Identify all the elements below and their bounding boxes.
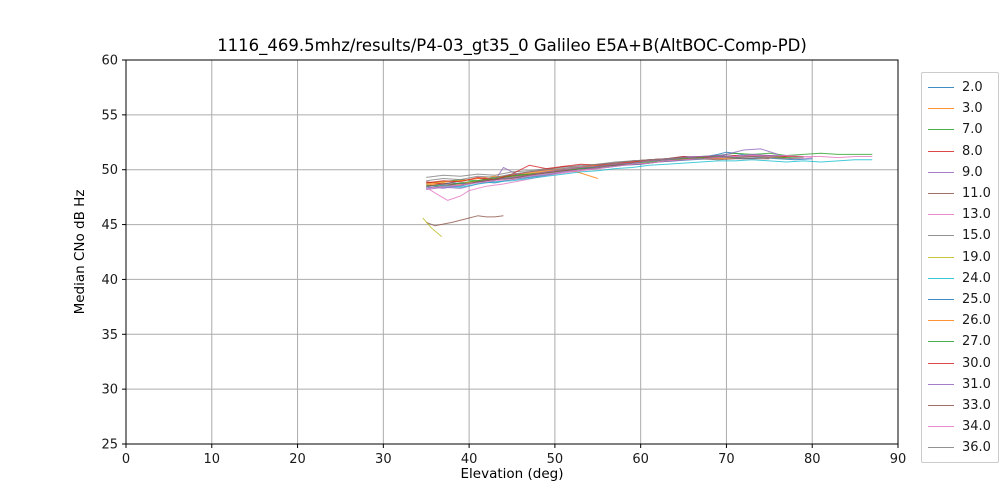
legend-line-swatch [928,298,954,300]
x-tick-label: 40 [461,452,478,467]
legend-line-swatch [928,129,954,131]
legend-line-swatch [928,87,954,89]
legend-label: 27.0 [962,334,991,350]
legend-item-9.0: 9.0 [928,162,994,183]
y-tick-label: 25 [101,438,118,453]
series-line-24.0 [426,159,873,188]
legend-label: 9.0 [962,164,983,180]
legend-item-7.0: 7.0 [928,119,994,140]
chart-title: 1116_469.5mhz/results/P4-03_gt35_0 Galil… [217,36,807,55]
legend-item-34.0: 34.0 [928,416,994,437]
legend-label: 24.0 [962,270,991,286]
x-tick-label: 50 [547,452,564,467]
legend-label: 19.0 [962,249,991,265]
legend-item-24.0: 24.0 [928,268,994,289]
y-tick-label: 50 [101,163,118,178]
series-line-34.0 [426,155,873,189]
legend-item-3.0: 3.0 [928,98,994,119]
series-line-19.0 [422,217,443,237]
y-tick-label: 45 [101,218,118,233]
legend-label: 8.0 [962,143,983,159]
legend-line-swatch [928,320,954,322]
legend-line-swatch [928,193,954,195]
legend-item-26.0: 26.0 [928,310,994,331]
legend-line-swatch [928,256,954,258]
legend-label: 2.0 [962,80,983,96]
legend-item-2.0: 2.0 [928,77,994,98]
legend-label: 33.0 [962,397,991,413]
legend-item-11.0: 11.0 [928,183,994,204]
legend-line-swatch [928,171,954,173]
legend-item-8.0: 8.0 [928,141,994,162]
legend-line-swatch [928,404,954,406]
legend-label: 31.0 [962,376,991,392]
legend-label: 34.0 [962,419,991,435]
legend-item-25.0: 25.0 [928,289,994,310]
x-tick-label: 30 [375,452,392,467]
legend-line-swatch [928,235,954,237]
legend-item-31.0: 31.0 [928,374,994,395]
y-tick-label: 55 [101,108,118,123]
series-line-36.0 [426,156,804,182]
legend-item-33.0: 33.0 [928,395,994,416]
y-axis-label: Median CNo dB Hz [72,189,88,315]
axes-spine [125,59,899,445]
x-tick-label: 20 [289,452,306,467]
y-tick-label: 30 [101,383,118,398]
legend: 2.0 3.0 7.0 8.0 9.0 11.0 13.0 15.0 19.0 24.0 25.0 2… [921,72,999,464]
legend-label: 25.0 [962,291,991,307]
legend-label: 13.0 [962,207,991,223]
x-axis-label: Elevation (deg) [460,466,564,482]
x-tick-label: 0 [122,452,130,467]
legend-line-swatch [928,426,954,428]
y-tick-label: 35 [101,328,118,343]
legend-item-15.0: 15.0 [928,225,994,246]
legend-line-swatch [928,150,954,152]
legend-label: 3.0 [962,101,983,117]
legend-label: 11.0 [962,186,991,202]
legend-item-27.0: 27.0 [928,331,994,352]
legend-label: 30.0 [962,355,991,371]
y-tick-label: 40 [101,273,118,288]
series-line-33.0 [426,158,770,187]
legend-item-30.0: 30.0 [928,352,994,373]
legend-line-swatch [928,108,954,110]
legend-label: 15.0 [962,228,991,244]
x-tick-label: 70 [718,452,735,467]
legend-item-36.0: 36.0 [928,437,994,458]
series-line-26.0 [426,156,787,185]
legend-label: 7.0 [962,122,983,138]
x-tick-label: 60 [632,452,649,467]
legend-line-swatch [928,214,954,216]
series-line-11.0 [426,215,504,227]
legend-item-19.0: 19.0 [928,247,994,268]
legend-line-swatch [928,447,954,449]
legend-line-swatch [928,383,954,385]
legend-line-swatch [928,362,954,364]
legend-line-swatch [928,341,954,343]
legend-label: 26.0 [962,313,991,329]
x-tick-label: 90 [890,452,907,467]
legend-item-13.0: 13.0 [928,204,994,225]
legend-line-swatch [928,277,954,279]
x-tick-label: 80 [804,452,821,467]
y-tick-label: 60 [101,54,118,69]
x-tick-label: 10 [204,452,221,467]
legend-label: 36.0 [962,440,991,456]
